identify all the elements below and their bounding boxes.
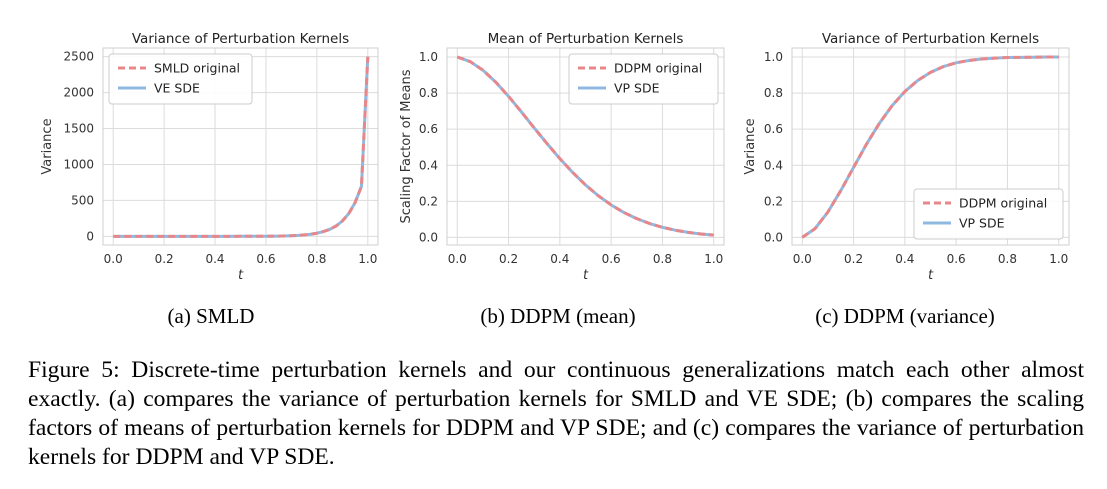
chart-3-ytick-label: 0.0	[764, 230, 783, 244]
chart-3-xlabel: t	[928, 268, 934, 283]
chart-1-ylabel: Variance	[40, 118, 55, 174]
chart-3-xtick-label: 1.0	[1049, 252, 1068, 266]
chart-2-xtick-label: 0.8	[653, 252, 672, 266]
chart-2: 0.0 0.2 0.4 0.6 0.8 1.0 0.0 0.2 0.4 0.6 0.8 1.0 Mean…	[399, 31, 725, 283]
chart-1-legend-label-1: SMLD original	[154, 61, 240, 76]
chart-2-ytick-label: 0.2	[419, 194, 438, 208]
chart-2-xtick-label: 0.6	[602, 252, 621, 266]
chart-2-frame	[446, 47, 725, 246]
chart-1-xlabel: t	[238, 268, 244, 283]
subcaption-a: (a) SMLD	[167, 304, 255, 328]
chart-2-legend-label-2: VP SDE	[614, 81, 660, 96]
chart-2-series-line-1	[456, 55, 714, 237]
chart-3-legend-box	[913, 188, 1064, 240]
chart-3-ytick-label: 0.6	[764, 122, 783, 136]
chart-1-series-line-1	[113, 56, 370, 238]
chart-3-xtick-label: 0.8	[998, 252, 1017, 266]
chart-1-ytick-label: 0	[86, 229, 94, 243]
chart-3-ytick-label: 0.4	[764, 158, 783, 172]
chart-2-ytick-label: 0.8	[419, 86, 438, 100]
chart-2-legend-box	[568, 53, 719, 105]
subcaption-c: (c) DDPM (variance)	[815, 304, 995, 328]
chart-3-series-line-1	[801, 55, 1059, 239]
chart-1-frame	[102, 47, 379, 246]
chart-1-xtick-label: 0.8	[307, 252, 326, 266]
chart-1-ytick-label: 500	[71, 193, 94, 207]
chart-1-xtick-label: 0.0	[104, 252, 123, 266]
chart-2-xtick-label: 0.4	[550, 252, 569, 266]
chart-1-title: Variance of Perturbation Kernels	[132, 31, 349, 47]
chart-2-title: Mean of Perturbation Kernels	[488, 31, 684, 47]
chart-2-xlabel: t	[583, 268, 589, 283]
chart-3-legend-label-2: VP SDE	[959, 216, 1005, 231]
chart-1-xtick-label: 0.6	[256, 252, 275, 266]
chart-1-ytick-label: 2500	[63, 50, 94, 64]
chart-1-ytick-label: 1000	[63, 157, 94, 171]
chart-3-ylabel: Variance	[743, 118, 758, 174]
chart-2-legend: DDPM original VP SDE	[568, 53, 719, 105]
chart-2-xtick-label: 0.2	[499, 252, 518, 266]
charts-svg: 0.0 0.2 0.4 0.6 0.8 1.0 0 500 1000 1500 2000 2500 Va…	[40, 31, 1070, 283]
chart-3-ytick-label: 0.2	[764, 194, 783, 208]
chart-3-xtick-label: 0.2	[844, 252, 863, 266]
chart-2-ytick-label: 0.0	[419, 230, 438, 244]
chart-3-ytick-label: 1.0	[764, 50, 783, 64]
chart-3-title: Variance of Perturbation Kernels	[822, 31, 1039, 47]
chart-2-ytick-label: 1.0	[419, 50, 438, 64]
chart-2-xtick-label: 1.0	[704, 252, 723, 266]
chart-3-xtick-label: 0.0	[793, 252, 812, 266]
chart-3: 0.0 0.2 0.4 0.6 0.8 1.0 0.0 0.2 0.4 0.6 0.8 1.0 Vari…	[743, 31, 1070, 283]
chart-1-legend-label-2: VE SDE	[154, 81, 200, 96]
chart-2-xtick-label: 0.0	[448, 252, 467, 266]
chart-2-ytick-label: 0.4	[419, 158, 438, 172]
chart-2-ylabel: Scaling Factor of Means	[399, 69, 414, 223]
chart-1-ytick-label: 2000	[63, 86, 94, 100]
chart-1-legend: SMLD original VE SDE	[108, 53, 253, 105]
chart-1-xtick-label: 1.0	[358, 252, 377, 266]
chart-3-legend: DDPM original VP SDE	[913, 188, 1064, 240]
chart-1-ytick-label: 1500	[63, 122, 94, 136]
figure-caption: Figure 5: Discrete-time perturbation ker…	[28, 357, 1084, 470]
chart-3-xtick-label: 0.6	[947, 252, 966, 266]
chart-3-ytick-label: 0.8	[764, 86, 783, 100]
chart-3-frame	[791, 47, 1070, 246]
subcaption-b: (b) DDPM (mean)	[480, 304, 636, 328]
chart-1: 0.0 0.2 0.4 0.6 0.8 1.0 0 500 1000 1500 2000 2500 Va…	[40, 31, 379, 283]
chart-2-legend-label-1: DDPM original	[614, 61, 702, 76]
chart-2-ytick-label: 0.6	[419, 122, 438, 136]
chart-3-xtick-label: 0.4	[895, 252, 914, 266]
chart-3-legend-label-1: DDPM original	[959, 196, 1047, 211]
chart-1-xtick-label: 0.2	[155, 252, 174, 266]
chart-1-xtick-label: 0.4	[205, 252, 224, 266]
